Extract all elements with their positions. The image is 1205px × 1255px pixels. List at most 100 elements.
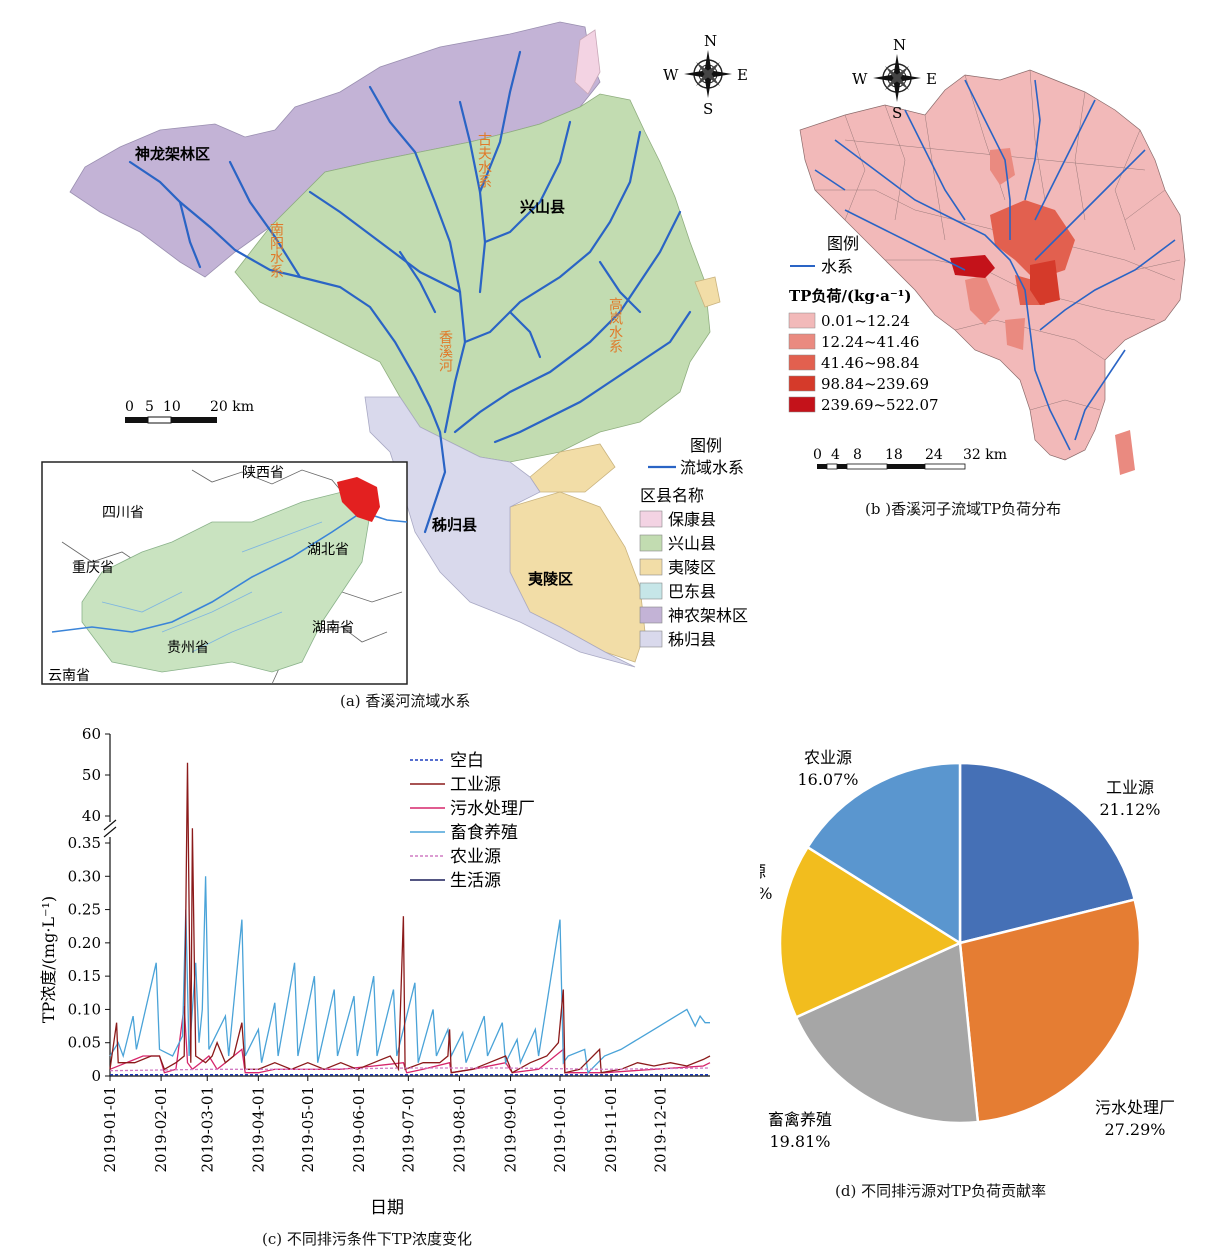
y-tick-label: 40: [82, 807, 101, 825]
scale-tick-10: 10: [163, 399, 181, 415]
pie-slice: [778, 845, 963, 1019]
pie-slice-label: 工业源: [1106, 778, 1154, 797]
legend-c-label: 畜食养殖: [450, 823, 518, 843]
legend-b-swatch: [788, 312, 816, 329]
scale-bar: 0 5 10 20 km: [125, 399, 254, 424]
scale-b-tick-8: 8: [853, 447, 862, 463]
label-river-gufu: 古夫水系: [476, 132, 492, 188]
legend-b-class-label: 0.01~12.24: [821, 312, 910, 330]
scale-b-tick-32: 32 km: [963, 447, 1007, 463]
scale-b-tick-18: 18: [885, 447, 903, 463]
legend-a-item-label: 神农架林区: [668, 606, 748, 625]
legend-b-class-label: 12.24~41.46: [821, 333, 919, 351]
label-river-xiangxi: 香溪河: [437, 330, 453, 372]
legend-c-label: 空白: [450, 751, 484, 771]
river-network-b: [814, 79, 1176, 451]
inset-location-map: 陕西省 四川省 湖北省 重庆省 湖南省 贵州省 云南省: [41, 461, 408, 685]
label-yiling: 夷陵区: [528, 570, 573, 588]
panel-d-pie-chart: 工业源 21.12% 污水处理厂 27.29% 畜禽养殖 19.81% 生活源 15.70% 农…: [711, 725, 1190, 1185]
y-tick-label: 0.10: [68, 1000, 101, 1018]
caption-panel-b: (b )香溪河子流域TP负荷分布: [865, 500, 1062, 518]
legend-b-swatch: [788, 375, 816, 392]
caption-panel-d: (d) 不同排污源对TP负荷贡献率: [835, 1182, 1047, 1200]
x-tick-label: 2019-11-01: [602, 1086, 620, 1172]
axis-break-mark: [103, 819, 117, 831]
label-zigui: 秭归县: [432, 516, 477, 534]
legend-b-class-label: 41.46~98.84: [821, 354, 919, 372]
region-baokang: [574, 29, 601, 95]
inset-label-hubei: 湖北省: [307, 542, 349, 558]
label-river-nanyang: 南阳水系: [268, 222, 284, 278]
inset-label-chongqing: 重庆省: [72, 560, 114, 576]
pie-slice-value: 21.12%: [1099, 800, 1160, 819]
scale-tick-20: 20 km: [210, 399, 254, 415]
y-tick-label: 0.15: [68, 967, 101, 985]
x-tick-label: 2019-02-01: [152, 1086, 170, 1172]
region-zigui: [364, 396, 636, 668]
legend-a-swatch: [639, 630, 663, 648]
panel-b-svg: N S E W 图例 水系 TP负荷/(kg·a⁻¹) 0.01~12.24 12…: [788, 36, 1186, 475]
compass-icon: N S E W: [663, 32, 748, 118]
panel-c-line-chart: 0 0.05 0.10 0.15 0.20 0.25 0.30 0.35 40 50 60 2019-…: [30, 718, 730, 1255]
legend-b-swatch: [788, 354, 816, 371]
legend-a-item-label: 巴东县: [668, 582, 716, 601]
legend-a-county-title: 区县名称: [640, 486, 704, 505]
pie-slice-label: 生活源: [760, 862, 766, 881]
region-yiling-east: [694, 276, 721, 308]
y-tick-label: 0.25: [68, 901, 101, 919]
legend-a-item-label: 夷陵区: [668, 558, 716, 577]
compass-b-w-label: W: [852, 70, 868, 88]
series-line-1: [109, 762, 711, 1074]
pie-slice-value: 19.81%: [769, 1132, 830, 1151]
label-shennongjia: 神龙架林区: [135, 145, 210, 163]
compass-e-label: E: [737, 66, 748, 84]
x-tick-label: 2019-12-01: [652, 1086, 670, 1172]
x-tick-label: 2019-04-01: [249, 1086, 267, 1172]
caption-panel-a: (a) 香溪河流域水系: [340, 692, 471, 710]
compass-s-label: S: [703, 100, 713, 118]
x-axis-title: 日期: [370, 1198, 404, 1218]
line-chart-svg: 0 0.05 0.10 0.15 0.20 0.25 0.30 0.35 40 50 60 2019-…: [39, 725, 711, 1218]
x-tick-label: 2019-09-01: [502, 1086, 520, 1172]
compass-b-icon: N S E W: [852, 36, 937, 122]
legend-a-swatch: [639, 606, 663, 624]
legend-b-swatch: [788, 333, 816, 350]
inset-label-hunan: 湖南省: [312, 620, 354, 636]
pie-slice-label: 农业源: [804, 748, 852, 767]
series-line-4: [109, 1067, 711, 1072]
series-line-3: [109, 876, 710, 1075]
river-network: [128, 50, 692, 534]
legend-a-item-label: 兴山县: [668, 534, 716, 553]
legend-panel-b: 图例 水系 TP负荷/(kg·a⁻¹) 0.01~12.24 12.24~41.4…: [788, 234, 939, 414]
scale-tick-0: 0: [125, 399, 134, 415]
legend-b-class-label: 98.84~239.69: [821, 375, 929, 393]
legend-a-item-label: 秭归县: [668, 630, 716, 649]
scale-b-tick-4: 4: [831, 447, 840, 463]
legend-a-swatch: [639, 582, 663, 600]
legend-b-load-title: TP负荷/(kg·a⁻¹): [789, 287, 911, 305]
inset-label-yunnan: 云南省: [48, 668, 90, 684]
y-tick-label: 60: [82, 725, 101, 743]
legend-a-swatch: [639, 558, 663, 576]
inset-label-guizhou: 贵州省: [167, 640, 209, 656]
pie-slice-value: 27.29%: [1104, 1120, 1165, 1139]
compass-n-label: N: [704, 32, 717, 50]
legend-c-label: 农业源: [450, 847, 501, 867]
scale-tick-5: 5: [145, 399, 154, 415]
legend-b-class-label: 239.69~522.07: [821, 396, 939, 414]
legend-a-item-label: 保康县: [668, 510, 716, 529]
region-xingshan: [234, 93, 711, 463]
legend-a-swatch: [639, 510, 663, 528]
x-tick-label: 2019-10-01: [551, 1086, 569, 1172]
x-tick-label: 2019-08-01: [450, 1086, 468, 1172]
inset-label-shaanxi: 陕西省: [242, 465, 284, 481]
legend-c-label: 污水处理厂: [450, 799, 535, 819]
panel-a-map: 神龙架林区 兴山县 秭归县 夷陵区 南阳水系 古夫水系 香溪河 高岚水系 N S…: [40, 12, 800, 687]
scale-b-tick-24: 24: [925, 447, 943, 463]
pie-chart-svg: 工业源 21.12% 污水处理厂 27.29% 畜禽养殖 19.81% 生活源 15.70% 农…: [711, 748, 1175, 1151]
panel-a-svg: 神龙架林区 兴山县 秭归县 夷陵区 南阳水系 古夫水系 香溪河 高岚水系 N S…: [41, 21, 748, 685]
legend-a-river: 流域水系: [680, 458, 744, 477]
legend-b-swatch: [788, 396, 816, 413]
y-tick-label: 0: [91, 1067, 101, 1085]
